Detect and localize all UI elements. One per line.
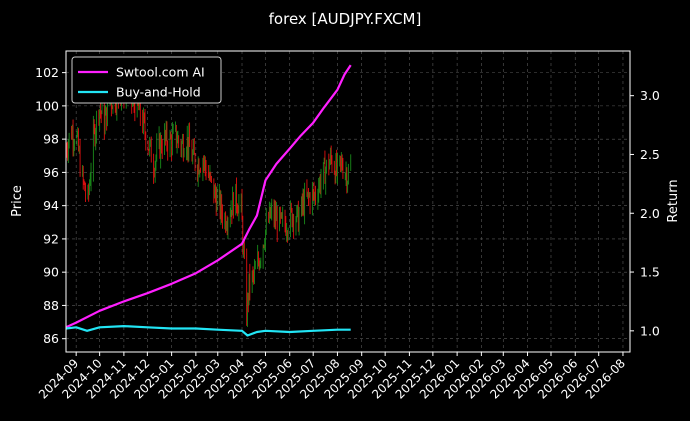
series-line-1 bbox=[65, 325, 351, 337]
y-left-tick-label: 90 bbox=[43, 265, 59, 280]
y-left-tick-label: 96 bbox=[43, 165, 59, 180]
plot-frame bbox=[65, 50, 631, 353]
x-axis: 2024-092024-102024-112024-122025-012025-… bbox=[36, 352, 628, 402]
price-candles bbox=[65, 69, 352, 327]
chart-title: forex [AUDJPY.FXCM] bbox=[269, 10, 422, 28]
legend-box bbox=[71, 56, 222, 104]
y-right-tick-label: 3.0 bbox=[640, 88, 660, 103]
y-left-tick-label: 88 bbox=[43, 298, 59, 313]
y-right-tick-label: 2.5 bbox=[640, 147, 660, 162]
y-axis-left: 86 88 90 92 94 96 98 100 102 bbox=[35, 65, 66, 346]
series-lines bbox=[65, 64, 352, 337]
legend-label: Buy-and-Hold bbox=[116, 85, 201, 100]
y-left-tick-label: 100 bbox=[35, 98, 59, 113]
y-axis-right: 1.0 1.5 2.0 2.5 3.0 bbox=[630, 88, 660, 338]
y-right-tick-label: 2.0 bbox=[640, 206, 660, 221]
y-right-tick-label: 1.0 bbox=[640, 323, 660, 338]
legend-label: Swtool.com AI bbox=[116, 65, 205, 80]
y-axis-left-label: Price bbox=[10, 185, 25, 217]
legend: Swtool.com AI Buy-and-Hold bbox=[71, 56, 222, 104]
y-axis-right-label: Return bbox=[666, 179, 681, 222]
y-left-tick-label: 102 bbox=[35, 65, 59, 80]
y-left-tick-label: 94 bbox=[43, 198, 59, 213]
y-left-tick-label: 86 bbox=[43, 331, 59, 346]
series-line-0 bbox=[65, 64, 352, 329]
y-left-tick-label: 98 bbox=[43, 132, 59, 147]
y-right-tick-label: 1.5 bbox=[640, 265, 660, 280]
y-left-tick-label: 92 bbox=[43, 231, 59, 246]
